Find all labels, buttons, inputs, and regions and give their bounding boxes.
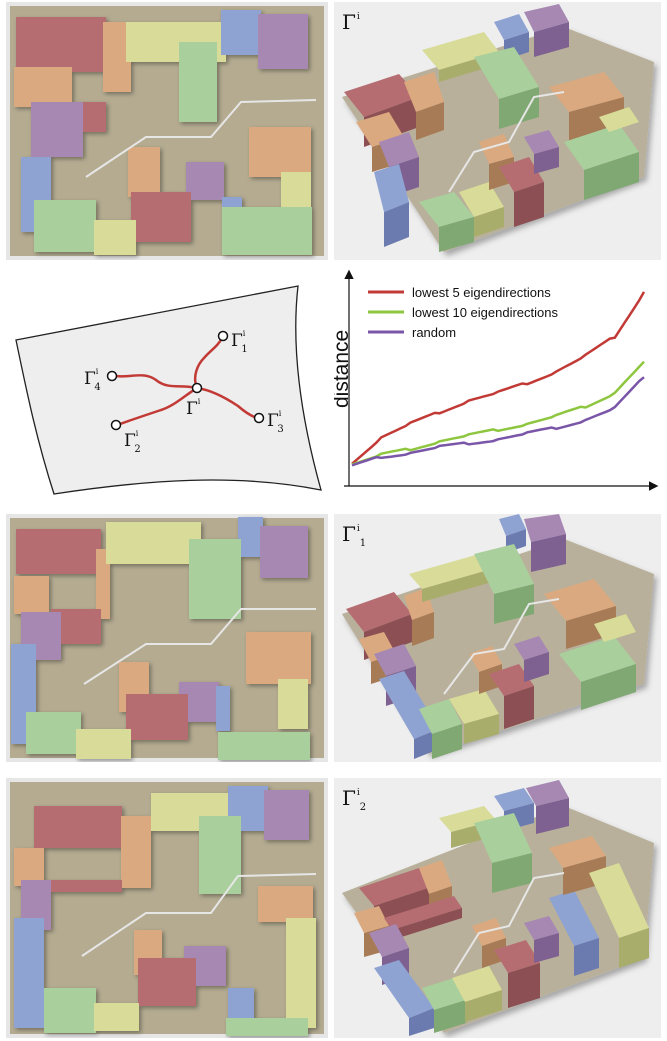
series-line-2 (351, 360, 645, 466)
neighbor-label-2: Γi 2 (124, 429, 141, 455)
series-layer (351, 291, 646, 467)
neighbor-label-3: Γi 3 (267, 409, 284, 435)
legend-label-1: lowest 5 eigendirections (412, 285, 551, 300)
neighbor-label-4: Γi 4 (84, 367, 101, 393)
geodesic-paths (115, 337, 258, 427)
layout-label: Γi (342, 10, 360, 34)
plan-drawing (10, 517, 324, 760)
layout-iso-view: Γi1 (334, 514, 661, 762)
layout-iso-view: Γi2 (334, 778, 661, 1038)
legend: lowest 5 eigendirections lowest 10 eigend… (368, 285, 558, 340)
neighbor-node-3 (253, 412, 265, 424)
chart-svg: distance lowest 5 eigendirectionslowest … (334, 269, 659, 491)
schematic-drawing: Γi Γi 1 Γi 2 Γi 3 Γi 4 (15, 285, 322, 495)
layout-plan-view (6, 514, 328, 762)
plan-drawing (10, 782, 324, 1036)
neighbor-label-1: Γi 1 (231, 329, 248, 355)
iso-drawing (342, 4, 654, 252)
neighbor-node-1 (217, 330, 229, 342)
series-line-3 (351, 376, 645, 467)
center-label: Γi (186, 397, 201, 419)
legend-label-2: lowest 10 eigendirections (412, 305, 558, 320)
plan-drawing (10, 6, 324, 256)
iso-drawing (342, 780, 654, 1036)
plan-path (85, 99, 317, 178)
manifold-surface (15, 285, 322, 495)
center-node (191, 382, 203, 394)
layout-label: Γi2 (342, 786, 367, 813)
legend-label-3: random (412, 325, 456, 340)
layout-iso-view: Γi (334, 2, 661, 260)
neighbor-node-4 (106, 370, 118, 382)
series-line-1 (351, 291, 646, 465)
iso-drawing (342, 514, 654, 759)
layout-plan-view (6, 2, 328, 260)
layout-label: Γi1 (342, 522, 367, 549)
layout-plan-view (6, 778, 328, 1038)
neighborhood-schematic: Γi Γi 1 Γi 2 Γi 3 Γi 4 (6, 268, 328, 508)
y-axis-label: distance (334, 330, 353, 408)
neighbor-node-2 (110, 419, 122, 431)
distance-chart: distance lowest 5 eigendirections lowest … (334, 268, 661, 498)
